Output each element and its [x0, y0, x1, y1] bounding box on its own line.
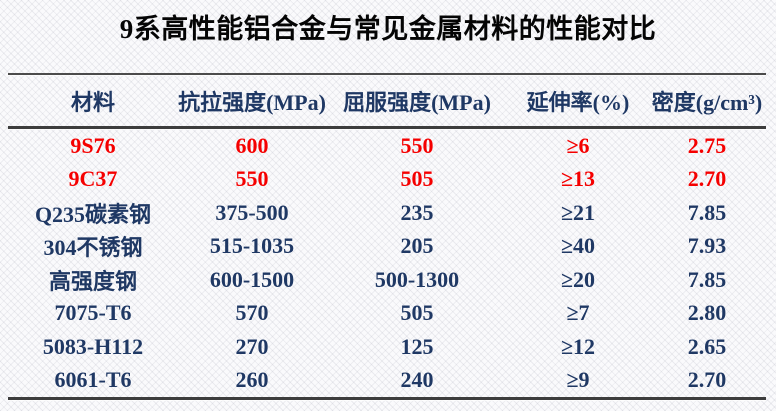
- cell-tensile: 270: [235, 333, 269, 359]
- cell-material: 304不锈钢: [43, 235, 143, 261]
- cell-material: 9C37: [68, 166, 118, 192]
- cell-elongation: ≥12: [560, 333, 596, 359]
- cell-material: Q235碳素钢: [34, 201, 152, 227]
- cell-tensile: 550: [235, 166, 269, 192]
- cell-yield: 550: [400, 132, 434, 158]
- page-title: 9系高性能铝合金与常见金属材料的性能对比: [119, 14, 657, 44]
- cell-density: 2.70: [687, 367, 727, 393]
- cell-elongation: ≥7: [566, 300, 590, 326]
- table-header-row: 材料 抗拉强度(MPa) 屈服强度(MPa) 延伸率(%) 密度(g/cm³): [8, 73, 766, 129]
- cell-density: 2.75: [687, 132, 727, 158]
- header-material: 材料: [70, 89, 115, 115]
- cell-density: 2.70: [687, 166, 727, 192]
- table-row-7075: 7075-T6 570 505 ≥7 2.80: [8, 297, 766, 331]
- cell-elongation: ≥9: [566, 367, 590, 393]
- cell-tensile: 260: [235, 367, 269, 393]
- cell-density: 2.80: [687, 300, 727, 326]
- header-density: 密度(g/cm³): [651, 89, 763, 115]
- table-row-304: 304不锈钢 515-1035 205 ≥40 7.93: [8, 230, 766, 264]
- cell-elongation: ≥21: [560, 199, 596, 225]
- table-row-5083: 5083-H112 270 125 ≥12 2.65: [8, 330, 766, 364]
- cell-elongation: ≥40: [560, 233, 596, 259]
- cell-density: 7.93: [687, 233, 727, 259]
- cell-yield: 240: [400, 367, 434, 393]
- table-row-9c37: 9C37 550 505 ≥13 2.70: [8, 163, 766, 197]
- table-body: 9S76 600 550 ≥6 2.75 9C37 550 505 ≥13 2.…: [8, 129, 766, 400]
- table-row-high-strength-steel: 高强度钢 600-1500 500-1300 ≥20 7.85: [8, 263, 766, 297]
- table-row-9s76: 9S76 600 550 ≥6 2.75: [8, 129, 766, 163]
- cell-density: 7.85: [687, 266, 727, 292]
- cell-density: 7.85: [687, 199, 727, 225]
- cell-elongation: ≥13: [560, 166, 596, 192]
- cell-tensile: 600: [235, 132, 269, 158]
- cell-material: 6061-T6: [54, 367, 132, 393]
- cell-tensile: 570: [235, 300, 269, 326]
- header-yield: 屈服强度(MPa): [343, 89, 491, 115]
- cell-tensile: 375-500: [215, 199, 289, 225]
- comparison-table: 材料 抗拉强度(MPa) 屈服强度(MPa) 延伸率(%) 密度(g/cm³) …: [8, 73, 766, 400]
- cell-tensile: 515-1035: [209, 233, 295, 259]
- cell-elongation: ≥6: [566, 132, 590, 158]
- cell-material: 7075-T6: [54, 300, 132, 326]
- cell-yield: 205: [400, 233, 434, 259]
- cell-material: 高强度钢: [48, 268, 137, 294]
- header-elongation: 延伸率(%): [526, 89, 630, 115]
- cell-yield: 505: [400, 300, 434, 326]
- cell-yield: 125: [400, 333, 434, 359]
- header-tensile: 抗拉强度(MPa): [178, 89, 326, 115]
- cell-yield: 505: [400, 166, 434, 192]
- cell-density: 2.65: [687, 333, 727, 359]
- cell-yield: 500-1300: [374, 266, 460, 292]
- cell-tensile: 600-1500: [209, 266, 295, 292]
- cell-elongation: ≥20: [560, 266, 596, 292]
- table-row-q235: Q235碳素钢 375-500 235 ≥21 7.85: [8, 196, 766, 230]
- cell-material: 5083-H112: [42, 333, 144, 359]
- cell-material: 9S76: [70, 132, 116, 158]
- table-row-6061: 6061-T6 260 240 ≥9 2.70: [8, 364, 766, 398]
- cell-yield: 235: [400, 199, 434, 225]
